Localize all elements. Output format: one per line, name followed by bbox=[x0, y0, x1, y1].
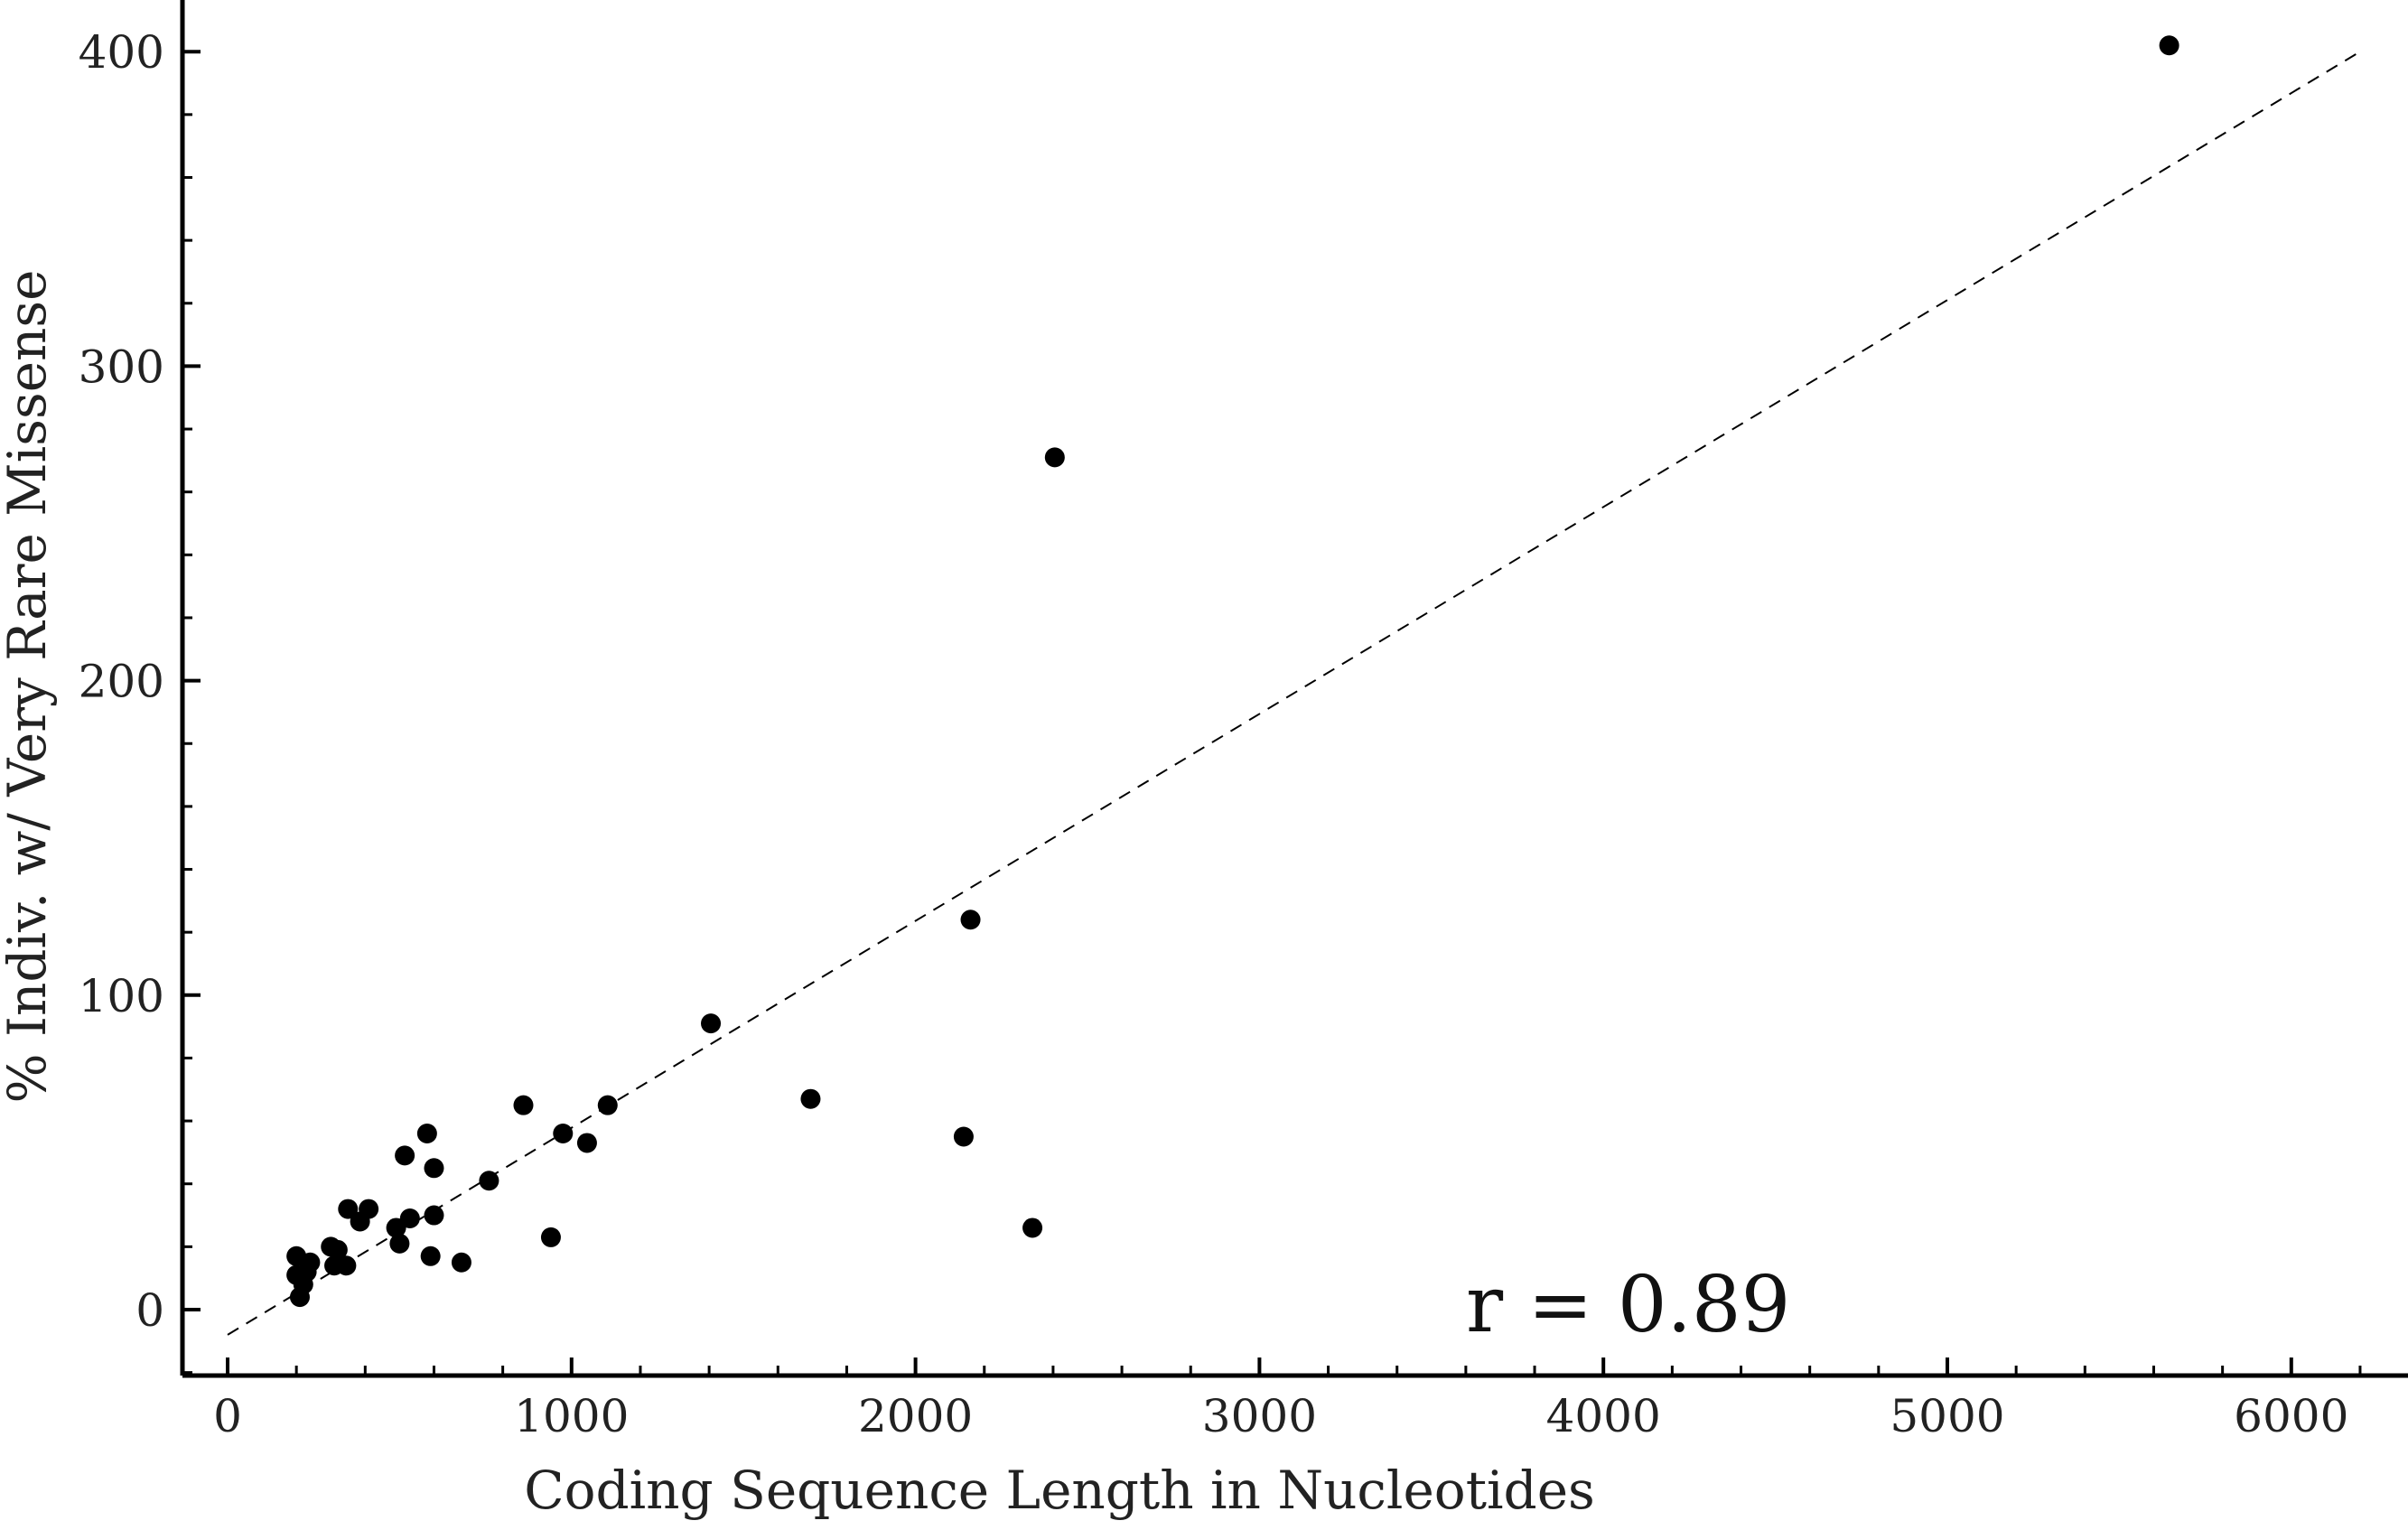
data-point bbox=[416, 1124, 437, 1144]
data-point bbox=[359, 1199, 379, 1219]
data-point bbox=[1044, 447, 1065, 468]
data-point bbox=[424, 1205, 444, 1226]
x-tick-label: 5000 bbox=[1890, 1390, 2004, 1442]
y-tick-label: 100 bbox=[79, 970, 164, 1022]
y-tick-label: 200 bbox=[79, 656, 164, 708]
y-tick-label: 300 bbox=[79, 341, 164, 393]
data-point bbox=[540, 1227, 561, 1247]
data-point bbox=[399, 1208, 420, 1229]
x-axis-ticks: 0 1000 2000 3000 4000 5000 6000 bbox=[213, 1357, 2362, 1442]
x-axis-title: Coding Sequence Length in Nucleotides bbox=[524, 1460, 1595, 1521]
data-point bbox=[513, 1095, 534, 1115]
data-point bbox=[800, 1088, 821, 1109]
x-tick-label: 6000 bbox=[2234, 1390, 2348, 1442]
y-axis-ticks: 0 100 200 300 400 bbox=[79, 26, 201, 1375]
x-tick-label: 2000 bbox=[858, 1390, 973, 1442]
data-point bbox=[338, 1199, 359, 1219]
data-points bbox=[286, 35, 2179, 1308]
data-point bbox=[336, 1255, 357, 1276]
correlation-annotation: r = 0.89 bbox=[1466, 1260, 1790, 1350]
data-point bbox=[597, 1095, 618, 1115]
data-point bbox=[327, 1239, 348, 1260]
data-point bbox=[424, 1158, 444, 1179]
data-point bbox=[389, 1233, 410, 1254]
data-point bbox=[2159, 35, 2179, 56]
x-tick-label: 3000 bbox=[1202, 1390, 1317, 1442]
data-point bbox=[420, 1245, 441, 1266]
data-point bbox=[1022, 1217, 1043, 1238]
y-tick-label: 400 bbox=[79, 26, 164, 79]
data-point bbox=[479, 1171, 499, 1191]
data-point bbox=[553, 1124, 574, 1144]
data-point bbox=[300, 1252, 321, 1273]
x-tick-label: 4000 bbox=[1546, 1390, 1661, 1442]
data-point bbox=[451, 1252, 471, 1273]
data-point bbox=[395, 1145, 415, 1166]
data-point bbox=[953, 1126, 974, 1147]
data-point bbox=[960, 910, 981, 930]
y-tick-label: 0 bbox=[135, 1284, 164, 1337]
data-point bbox=[576, 1133, 597, 1153]
x-tick-label: 1000 bbox=[514, 1390, 629, 1442]
x-tick-label: 0 bbox=[213, 1390, 242, 1442]
data-point bbox=[701, 1013, 722, 1034]
y-axis-title: % Indiv. w/ Very Rare Missense bbox=[0, 270, 58, 1104]
regression-line bbox=[227, 51, 2361, 1336]
